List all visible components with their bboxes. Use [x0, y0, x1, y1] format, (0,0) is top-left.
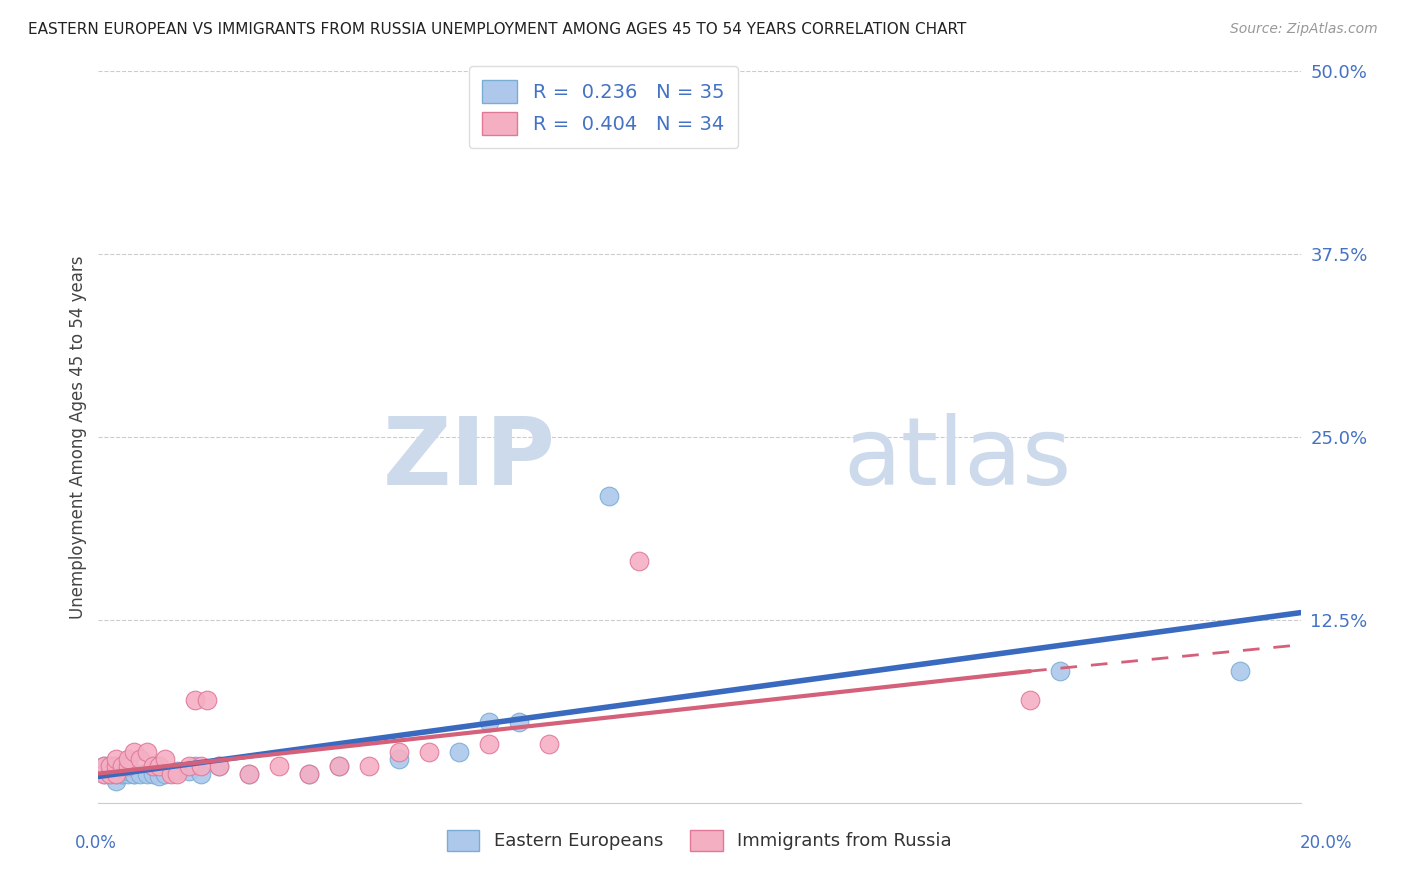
Point [508, 715, 530, 730]
Point [100, 759, 122, 773]
Point [93, 759, 115, 773]
Point [177, 759, 200, 773]
Point [177, 764, 200, 778]
Point [159, 766, 181, 780]
Point [1229, 664, 1251, 678]
Point [418, 745, 440, 759]
Point [1049, 664, 1071, 678]
Point [357, 759, 380, 773]
Point [447, 745, 470, 759]
Point [208, 759, 231, 773]
Point [124, 766, 146, 780]
Point [238, 766, 260, 780]
Point [141, 759, 163, 773]
Point [117, 752, 139, 766]
Point [111, 759, 134, 773]
Point [105, 766, 128, 780]
Point [190, 759, 212, 773]
Point [153, 766, 176, 780]
Point [195, 693, 218, 707]
Point [183, 759, 205, 773]
Point [328, 759, 350, 773]
Point [105, 766, 128, 780]
Point [153, 752, 176, 766]
Point [117, 759, 139, 773]
Point [111, 766, 134, 780]
Point [135, 766, 157, 780]
Point [478, 715, 501, 730]
Point [388, 752, 411, 766]
Point [129, 752, 152, 766]
Point [124, 745, 146, 759]
Legend: Eastern Europeans, Immigrants from Russia: Eastern Europeans, Immigrants from Russi… [439, 821, 960, 860]
Point [105, 759, 128, 773]
Point [129, 766, 152, 780]
Point [328, 759, 350, 773]
Text: 20.0%: 20.0% [1299, 834, 1353, 852]
Point [267, 759, 290, 773]
Text: 0.0%: 0.0% [75, 834, 117, 852]
Point [93, 766, 115, 780]
Point [105, 773, 128, 788]
Point [628, 554, 651, 568]
Point [117, 766, 139, 780]
Point [141, 766, 163, 780]
Point [93, 759, 115, 773]
Text: atlas: atlas [844, 413, 1071, 505]
Point [208, 759, 231, 773]
Y-axis label: Unemployment Among Ages 45 to 54 years: Unemployment Among Ages 45 to 54 years [69, 255, 87, 619]
Point [190, 766, 212, 780]
Point [105, 752, 128, 766]
Point [166, 766, 188, 780]
Point [238, 766, 260, 780]
Point [100, 766, 122, 780]
Point [1019, 693, 1042, 707]
Point [166, 764, 188, 778]
Point [478, 737, 501, 751]
Point [117, 764, 139, 778]
Point [100, 766, 122, 780]
Point [100, 759, 122, 773]
Point [93, 766, 115, 780]
Text: Source: ZipAtlas.com: Source: ZipAtlas.com [1230, 22, 1378, 37]
Text: EASTERN EUROPEAN VS IMMIGRANTS FROM RUSSIA UNEMPLOYMENT AMONG AGES 45 TO 54 YEAR: EASTERN EUROPEAN VS IMMIGRANTS FROM RUSS… [28, 22, 966, 37]
Point [183, 693, 205, 707]
Point [388, 745, 411, 759]
Point [111, 766, 134, 780]
Point [100, 766, 122, 780]
Point [148, 769, 170, 783]
Point [148, 759, 170, 773]
Point [298, 766, 321, 780]
Point [141, 759, 163, 773]
Point [598, 489, 620, 503]
Point [105, 759, 128, 773]
Point [135, 745, 157, 759]
Point [124, 766, 146, 780]
Point [538, 737, 561, 751]
Point [298, 766, 321, 780]
Text: ZIP: ZIP [382, 413, 555, 505]
